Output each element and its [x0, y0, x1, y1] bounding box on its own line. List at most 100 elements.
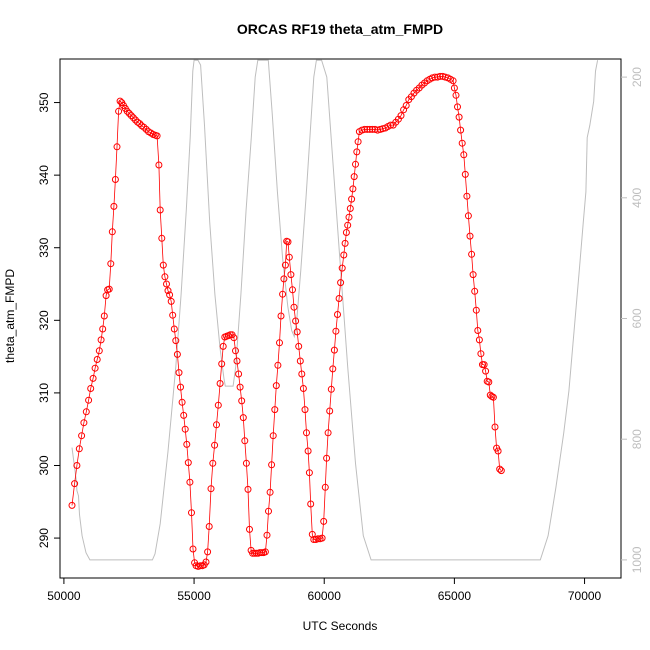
- theta-point: [207, 485, 215, 493]
- theta-point: [218, 360, 226, 368]
- theta-point: [494, 447, 502, 455]
- theta-point: [129, 114, 137, 122]
- theta-point: [332, 327, 340, 335]
- theta-point: [292, 317, 300, 325]
- theta-point: [232, 347, 239, 355]
- theta-point: [397, 112, 405, 120]
- theta-point: [284, 238, 292, 246]
- theta-point: [261, 548, 269, 556]
- theta-point: [303, 429, 310, 437]
- x-tick-label: 55000: [177, 589, 211, 603]
- theta-point: [458, 139, 466, 147]
- theta-point: [334, 311, 341, 318]
- theta-point: [363, 125, 371, 133]
- theta-point: [116, 97, 124, 105]
- theta-point: [214, 401, 222, 409]
- theta-point: [349, 185, 357, 193]
- theta-point: [246, 525, 253, 533]
- theta-point: [354, 138, 362, 146]
- theta-point: [298, 370, 306, 378]
- theta-point: [368, 125, 376, 133]
- theta-point: [186, 478, 194, 486]
- theta-point: [184, 459, 192, 467]
- theta-point: [202, 558, 210, 566]
- theta-point: [337, 279, 345, 287]
- theta-point: [474, 327, 482, 334]
- theta-point: [68, 501, 76, 509]
- theta-point: [178, 398, 186, 406]
- theta-point: [99, 325, 107, 333]
- theta-point: [216, 380, 224, 387]
- theta-point: [327, 385, 335, 393]
- theta-point: [241, 437, 249, 445]
- theta-point: [301, 406, 309, 414]
- theta-point: [100, 312, 108, 320]
- theta-point: [461, 170, 469, 178]
- theta-point: [402, 102, 410, 109]
- theta-point: [155, 161, 163, 169]
- theta-point: [107, 260, 115, 268]
- theta-point: [269, 432, 277, 440]
- chart-title: ORCAS RF19 theta_atm_FMPD: [237, 21, 443, 37]
- theta-point: [350, 173, 358, 181]
- y2-tick-label: 1000: [630, 546, 644, 573]
- theta-point: [266, 488, 274, 496]
- theta-point: [308, 530, 316, 538]
- theta-point: [477, 350, 485, 358]
- theta-point: [113, 143, 121, 151]
- y2-tick-label: 400: [630, 187, 644, 207]
- theta-point: [330, 346, 338, 354]
- theta-point: [244, 485, 252, 493]
- theta-point: [482, 367, 490, 375]
- theta-point: [321, 483, 329, 491]
- theta-point: [299, 385, 307, 392]
- theta-point: [450, 84, 458, 92]
- theta-point: [108, 228, 116, 236]
- theta-point: [496, 465, 504, 473]
- theta-point: [305, 469, 313, 477]
- theta-point: [158, 234, 166, 242]
- theta-point: [455, 113, 463, 121]
- theta-point: [295, 342, 303, 350]
- theta-point: [127, 112, 135, 120]
- theta-point: [105, 285, 113, 293]
- theta-point: [460, 151, 468, 159]
- theta-point: [170, 325, 178, 333]
- theta-point: [318, 534, 326, 542]
- y-axis: 290 300 310 320 330 340 350: [37, 92, 60, 548]
- theta-point: [329, 365, 337, 373]
- theta-point: [289, 286, 296, 294]
- x-tick-label: 70000: [568, 589, 602, 603]
- theta-point: [97, 336, 105, 344]
- theta-point: [181, 425, 189, 433]
- theta-point: [320, 517, 328, 525]
- theta-point: [353, 148, 361, 156]
- theta-point: [265, 507, 272, 515]
- theta-point: [344, 221, 352, 229]
- theta-point: [491, 423, 499, 431]
- theta-point: [196, 562, 204, 570]
- theta-point: [345, 213, 353, 221]
- pressure-line: [71, 59, 599, 561]
- theta-point: [277, 312, 285, 320]
- theta-point: [211, 441, 219, 449]
- theta-point: [281, 261, 289, 269]
- theta-point: [296, 357, 304, 365]
- theta-point: [235, 370, 243, 378]
- x-tick-label: 50000: [47, 589, 81, 603]
- theta-point: [323, 454, 331, 462]
- theta-point: [242, 459, 250, 467]
- theta-point: [110, 202, 118, 210]
- theta-point: [95, 347, 103, 355]
- theta-point: [213, 421, 220, 429]
- theta-point: [153, 132, 161, 140]
- theta-point: [268, 461, 276, 469]
- theta-point: [342, 229, 350, 236]
- theta-point: [169, 311, 177, 319]
- theta-point: [457, 126, 465, 134]
- theta-point: [205, 523, 213, 530]
- theta-point: [177, 383, 184, 391]
- theta-point: [82, 408, 90, 416]
- y-tick-label: 300: [37, 455, 51, 475]
- y-tick-label: 340: [37, 165, 51, 185]
